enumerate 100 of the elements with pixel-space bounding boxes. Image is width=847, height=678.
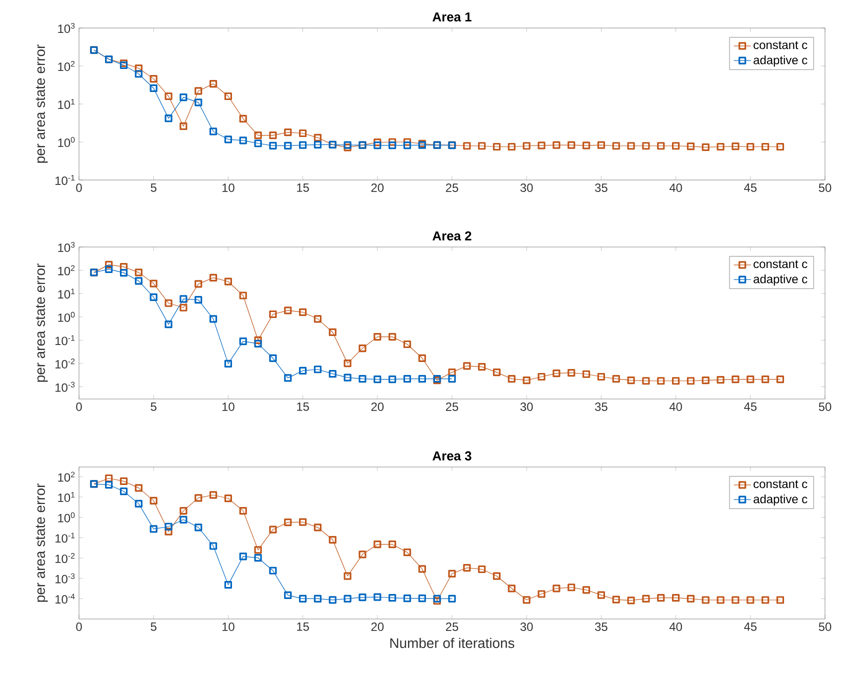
point [180,122,188,130]
point [538,142,546,150]
chart-title: Area 2 [432,231,472,240]
point [492,142,501,151]
point [284,142,292,150]
point [388,138,396,146]
y-tick-label: 10$^{3}$ [58,22,75,33]
point [150,293,158,302]
y-tick-label: 10$^{1}$ [58,492,75,502]
point [269,354,277,362]
point [746,596,754,604]
point [239,136,247,144]
point [314,594,322,602]
point [388,540,396,548]
point [299,308,307,316]
point [492,368,501,376]
point [672,377,680,385]
point [716,142,724,151]
x-tick-label: 50 [818,184,832,192]
point [254,554,262,562]
point [299,129,307,138]
y-tick-label: 10$^{2}$ [58,472,75,482]
x-tick-label: 5 [150,622,156,631]
point [702,376,710,384]
point [269,566,277,574]
point [358,375,366,383]
x-tick-label: 35 [595,402,608,411]
point [314,315,322,323]
point [732,376,740,384]
point [299,141,307,149]
point [194,494,202,502]
point [164,320,172,328]
point [776,142,784,151]
point [374,540,382,548]
point [254,140,262,148]
point [224,360,232,368]
x-tick-label: 45 [744,402,757,411]
point [224,278,232,286]
point [284,306,292,314]
point [120,477,128,486]
point [299,518,307,526]
y-axis-title: per area state error [36,484,48,602]
point [418,354,426,362]
point [344,374,352,382]
point [209,491,218,499]
point [686,142,695,150]
y-tick-label: 10$^{2}$ [58,60,75,71]
y-tick-label: 10$^{-2}$ [56,553,75,564]
point [686,594,695,602]
point [134,277,142,285]
point [209,315,218,323]
y-axis-title: per area state error [36,264,48,382]
x-tick-label: 0 [76,402,82,411]
point [314,140,322,148]
y-tick-label: 10$^{1}$ [58,99,75,109]
x-tick-label: 40 [669,402,682,411]
point [568,368,576,377]
point [672,594,680,602]
point [328,536,336,544]
point [403,141,412,150]
x-tick-label: 0 [76,622,82,631]
point [582,142,590,150]
point [463,564,471,572]
x-tick-label: 25 [446,402,458,411]
point [508,142,516,151]
x-tick-label: 40 [669,184,682,192]
point [194,524,202,532]
point [239,507,247,515]
point [269,310,277,318]
point [716,376,724,384]
point [150,75,158,83]
point [358,550,366,558]
x-tick-label: 30 [520,622,533,631]
x-tick-label: 50 [818,622,832,631]
point [328,596,336,604]
point [478,565,486,574]
point [269,132,277,140]
x-tick-label: 30 [520,402,533,411]
point [657,377,665,385]
x-tick-label: 20 [371,402,384,411]
point [314,366,322,374]
y-tick-label: 10$^{1}$ [58,288,75,299]
x-tick-label: 45 [744,184,757,192]
point [418,375,426,383]
point [418,565,426,573]
point [344,594,352,602]
point [254,340,262,348]
point [448,594,456,602]
point [552,370,560,378]
legend-label: adaptive c [754,274,808,286]
point [478,363,486,371]
point [239,114,247,123]
point [254,336,262,344]
point [552,584,560,592]
point [284,128,292,136]
point [388,376,396,384]
point [522,596,530,604]
point [299,594,307,602]
point [716,596,724,604]
point [180,516,188,524]
